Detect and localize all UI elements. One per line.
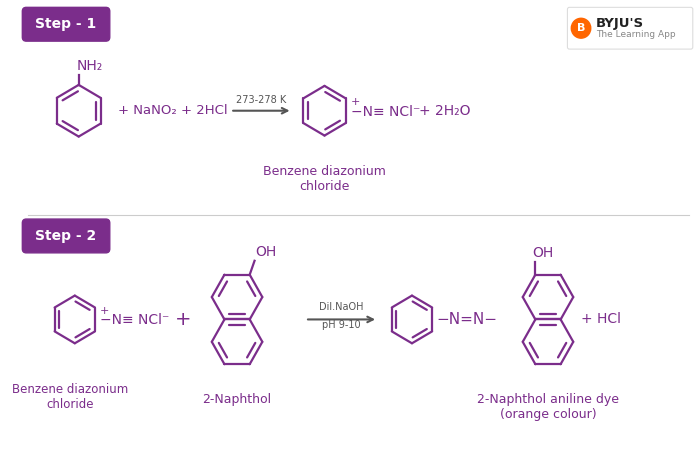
- Text: 2-Naphthol: 2-Naphthol: [202, 393, 272, 405]
- Text: −N≡ NCl⁻: −N≡ NCl⁻: [100, 314, 169, 327]
- Text: + NaNO₂ + 2HCl: + NaNO₂ + 2HCl: [118, 104, 228, 117]
- Text: +: +: [100, 307, 109, 317]
- FancyBboxPatch shape: [22, 7, 110, 41]
- Text: The Learning App: The Learning App: [596, 30, 675, 39]
- Text: OH: OH: [256, 245, 276, 259]
- Text: + 2H₂O: + 2H₂O: [419, 104, 470, 118]
- Text: OH: OH: [533, 246, 554, 260]
- FancyBboxPatch shape: [568, 7, 693, 49]
- Text: Benzene diazonium
chloride: Benzene diazonium chloride: [263, 165, 386, 193]
- Text: Step - 1: Step - 1: [36, 17, 97, 31]
- Text: +: +: [351, 97, 360, 107]
- Text: + HCl: + HCl: [581, 313, 621, 326]
- Text: Benzene diazonium
chloride: Benzene diazonium chloride: [12, 383, 128, 411]
- Text: NH₂: NH₂: [77, 59, 103, 73]
- Text: B: B: [577, 23, 585, 33]
- Text: +: +: [176, 310, 192, 329]
- Text: 273-278 K: 273-278 K: [236, 95, 286, 105]
- Text: BYJU'S: BYJU'S: [596, 17, 644, 30]
- Text: 2-Naphthol aniline dye
(orange colour): 2-Naphthol aniline dye (orange colour): [477, 393, 619, 420]
- FancyBboxPatch shape: [22, 219, 110, 253]
- Text: Dil.NaOH: Dil.NaOH: [318, 303, 363, 313]
- Text: pH 9-10: pH 9-10: [322, 320, 360, 330]
- Text: Step - 2: Step - 2: [36, 229, 97, 243]
- Circle shape: [571, 18, 591, 38]
- Text: −N≡ NCl⁻: −N≡ NCl⁻: [351, 105, 420, 119]
- Text: −N=N−: −N=N−: [436, 312, 497, 327]
